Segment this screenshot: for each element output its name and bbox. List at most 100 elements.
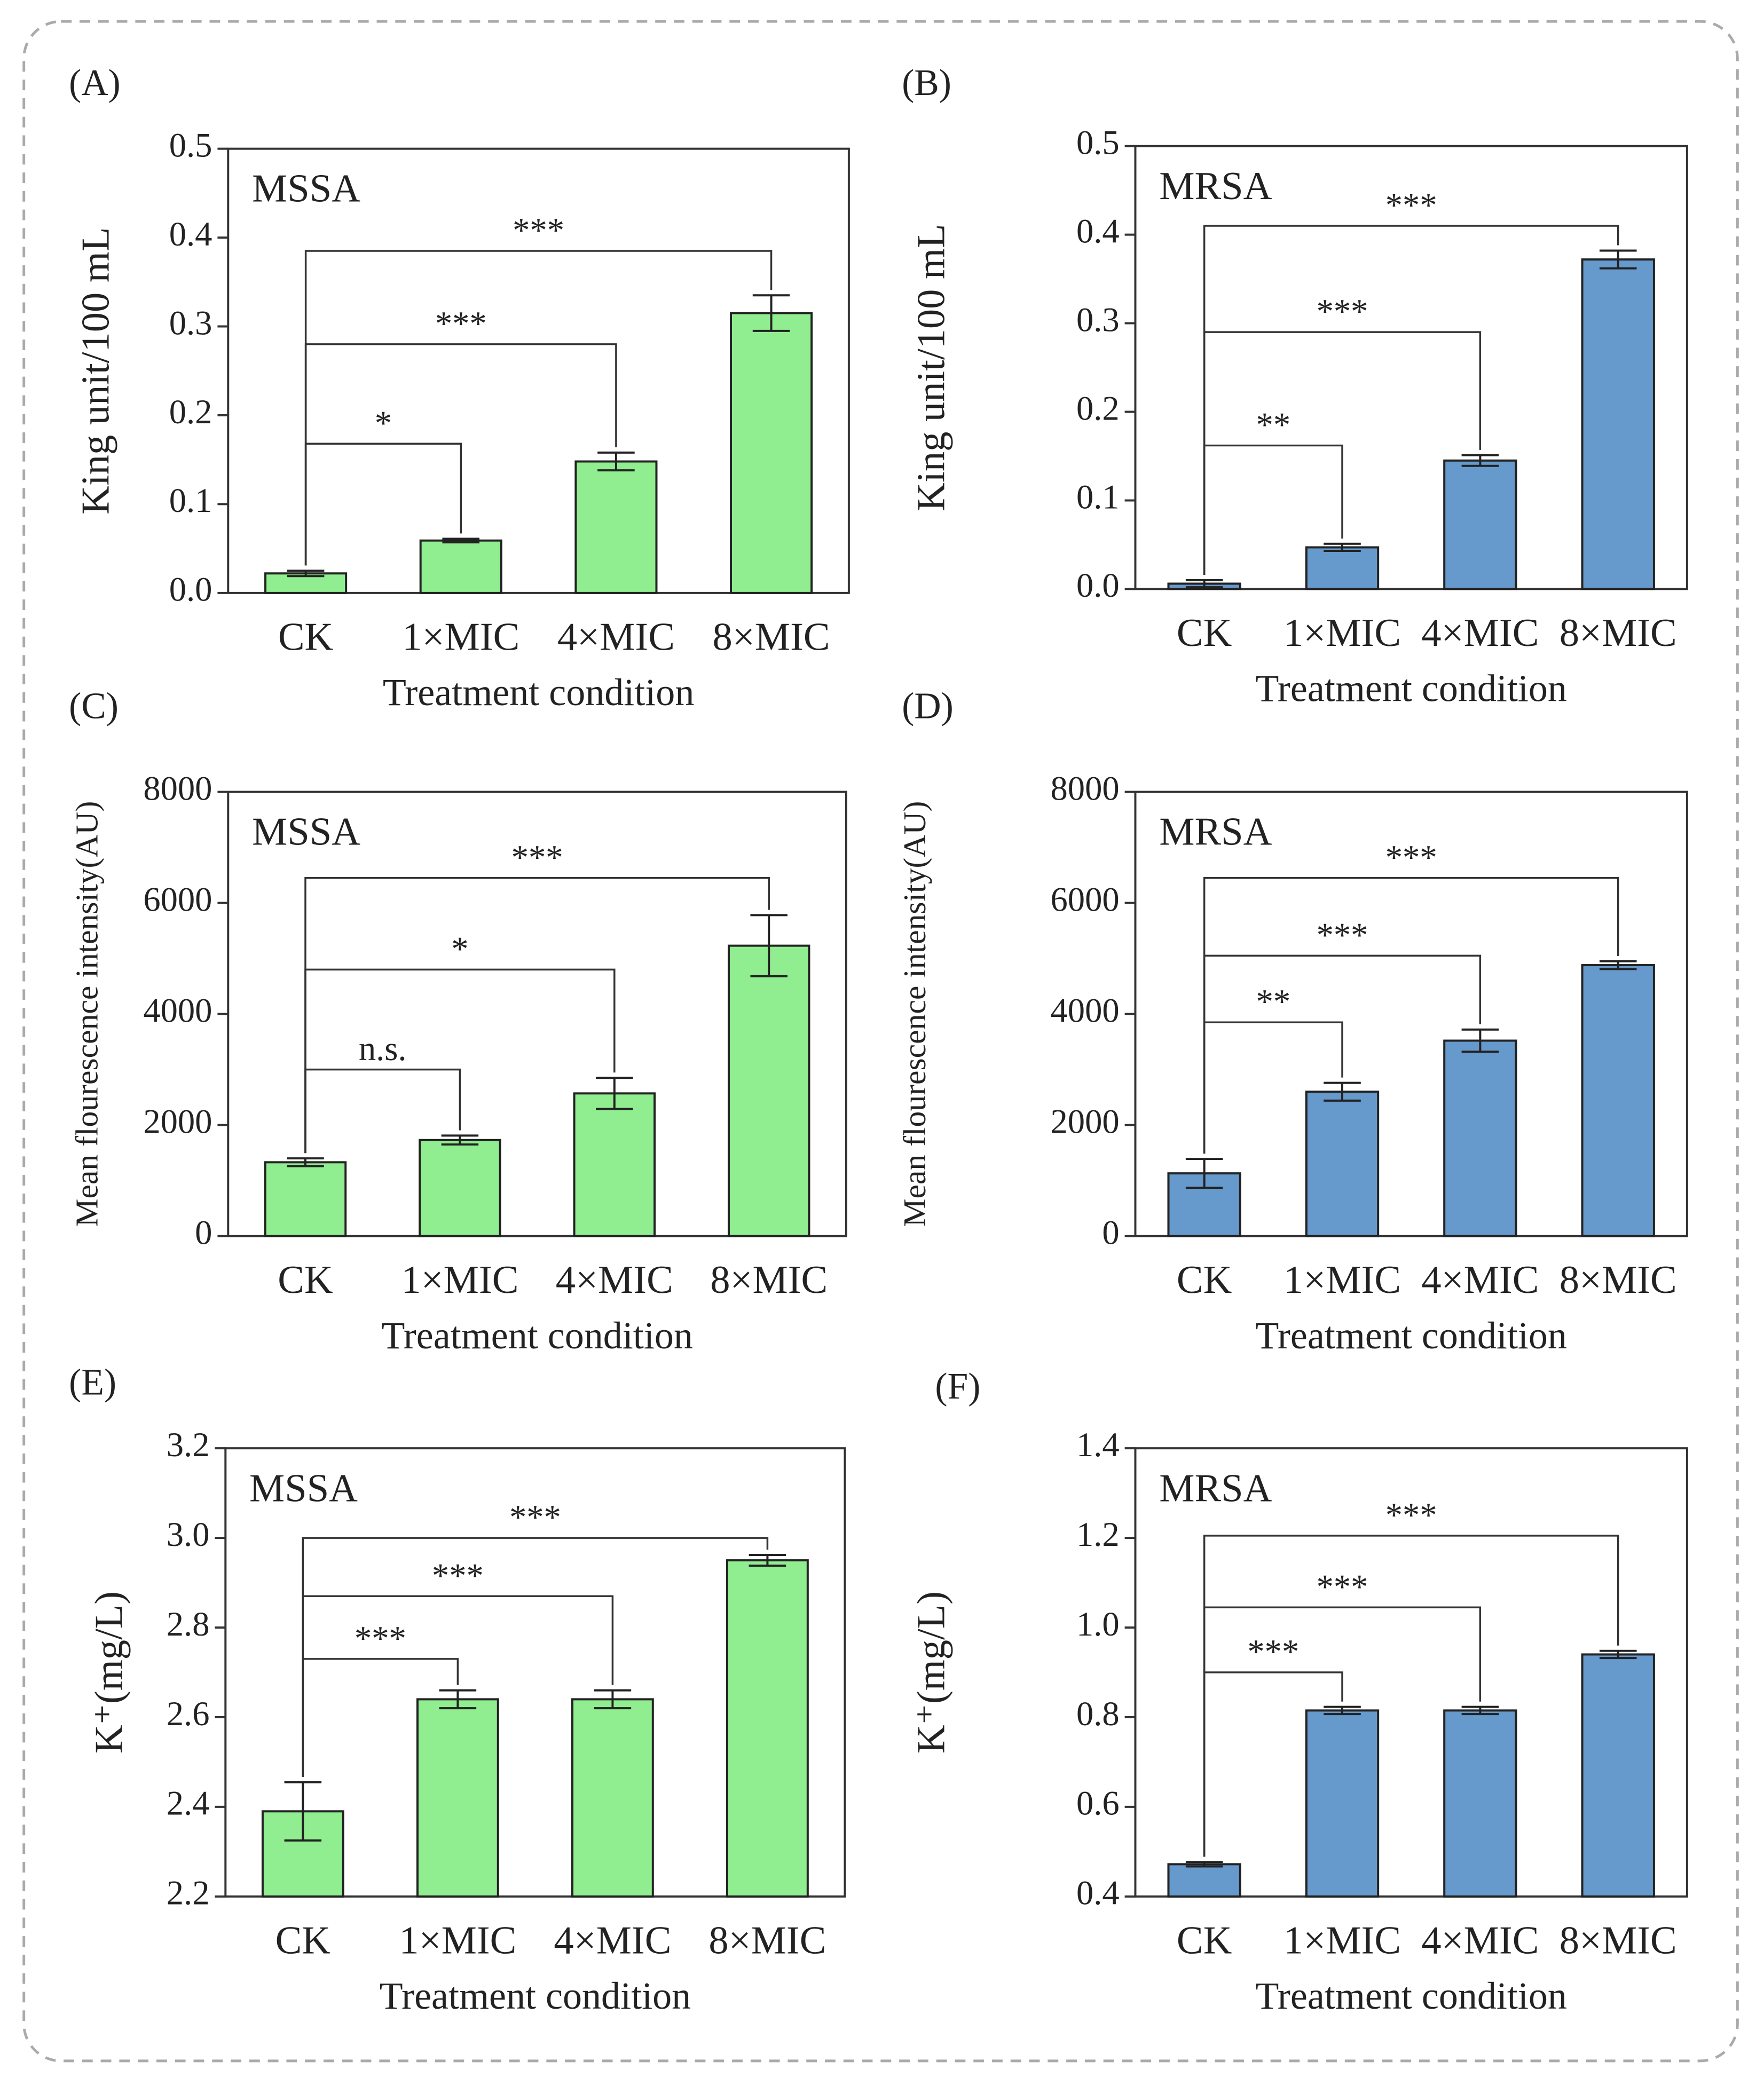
y-tick-label: 0.8 (1076, 1694, 1120, 1733)
significance-label: n.s. (359, 1029, 407, 1068)
significance-label: *** (513, 211, 564, 249)
bar (264, 1161, 347, 1237)
y-tick-label: 8000 (143, 769, 212, 807)
y-tick-label: 0.1 (1076, 477, 1120, 516)
x-axis-label: Treatment condition (383, 671, 695, 714)
y-tick-label: 0.2 (169, 392, 212, 431)
x-tick-label: CK (1177, 611, 1232, 655)
significance-bracket (1203, 1535, 1619, 1857)
significance-label: ** (1256, 982, 1291, 1021)
x-tick-label: 4×MIC (1421, 1258, 1539, 1302)
x-tick-label: CK (278, 1258, 333, 1302)
bar (726, 1559, 809, 1898)
panel-label: (F) (935, 1366, 980, 1407)
bar (1581, 258, 1655, 590)
x-tick-label: CK (1177, 1258, 1232, 1302)
significance-label: *** (509, 1498, 561, 1536)
annotation: MRSA (1159, 810, 1272, 854)
significance-label: *** (1317, 1567, 1368, 1606)
plot-frame (224, 1447, 846, 1898)
y-tick-label: 2000 (1051, 1102, 1120, 1140)
panel-label: (C) (69, 685, 119, 726)
x-tick-label: 4×MIC (1421, 1918, 1539, 1962)
x-tick-label: 4×MIC (1421, 611, 1539, 655)
x-tick-label: 1×MIC (1283, 1258, 1401, 1302)
significance-bracket (302, 1537, 769, 1777)
x-tick-label: 1×MIC (402, 615, 519, 659)
panel-label: (B) (902, 62, 951, 104)
annotation: MRSA (1159, 1466, 1272, 1510)
significance-label: *** (435, 304, 487, 342)
y-tick-label: 2.2 (167, 1874, 210, 1912)
y-tick-label: 4000 (1051, 991, 1120, 1029)
panel-label: (A) (69, 62, 121, 104)
y-tick-label: 4000 (143, 991, 212, 1029)
x-axis-label: Treatment condition (381, 1314, 693, 1357)
bar (1305, 1709, 1380, 1898)
significance-label: *** (511, 838, 563, 876)
x-tick-label: 1×MIC (399, 1918, 516, 1962)
plot-frame (1134, 1447, 1688, 1898)
annotation: MSSA (249, 1466, 358, 1510)
y-tick-label: 0.5 (169, 125, 212, 164)
y-tick-label: 2.4 (167, 1784, 210, 1822)
y-tick-label: 1.4 (1076, 1425, 1120, 1464)
x-tick-label: 8×MIC (1560, 611, 1677, 655)
significance-label: *** (432, 1556, 484, 1594)
significance-bracket (1203, 876, 1619, 1154)
y-tick-label: 2000 (143, 1102, 212, 1140)
x-tick-label: 8×MIC (710, 1258, 828, 1302)
y-axis-label: Mean flourescence intensity(AU) (69, 801, 105, 1227)
bar (727, 944, 810, 1237)
significance-label: *** (1317, 292, 1368, 330)
bar (1443, 1709, 1517, 1898)
significance-bracket (1203, 225, 1619, 575)
significance-label: *** (1385, 1495, 1437, 1534)
significance-label: ** (1256, 405, 1291, 444)
bar (419, 1139, 501, 1237)
y-axis-label: King unit/100 mL (74, 227, 117, 515)
x-axis-label: Treatment condition (1255, 1314, 1567, 1357)
significance-label: *** (1317, 915, 1368, 954)
y-tick-label: 0.0 (169, 570, 212, 609)
x-tick-label: 8×MIC (708, 1918, 826, 1962)
y-tick-label: 8000 (1051, 769, 1120, 807)
significance-label: *** (1385, 838, 1437, 876)
significance-label: *** (1247, 1632, 1299, 1671)
bar (1167, 1863, 1241, 1898)
y-tick-label: 6000 (1051, 880, 1120, 918)
y-axis-label: K⁺(mg/L) (909, 1591, 953, 1754)
y-tick-label: 1.2 (1076, 1515, 1120, 1553)
x-tick-label: CK (278, 615, 334, 659)
bar (1305, 546, 1380, 590)
x-tick-label: 8×MIC (1560, 1918, 1677, 1962)
y-tick-label: 0.0 (1076, 566, 1120, 604)
y-tick-label: 0.3 (169, 303, 212, 342)
plot-frame (227, 147, 850, 594)
x-tick-label: 4×MIC (554, 1918, 671, 1962)
y-tick-label: 0 (195, 1213, 212, 1252)
bar (571, 1698, 654, 1898)
bar (573, 1092, 656, 1237)
bar (419, 539, 502, 594)
y-tick-label: 0.3 (1076, 300, 1120, 338)
x-tick-label: 1×MIC (1283, 1918, 1401, 1962)
y-tick-label: 0.5 (1076, 123, 1120, 162)
y-tick-label: 3.0 (167, 1515, 210, 1553)
annotation: MSSA (252, 167, 360, 211)
x-tick-label: 1×MIC (1283, 611, 1401, 655)
significance-bracket (304, 250, 773, 566)
panel-label: (E) (69, 1362, 116, 1403)
bar (1443, 459, 1517, 590)
x-tick-label: CK (275, 1918, 331, 1962)
y-tick-label: 0.4 (1076, 1874, 1120, 1912)
annotation: MSSA (252, 810, 360, 854)
x-axis-label: Treatment condition (380, 1975, 691, 2017)
annotation: MRSA (1159, 164, 1272, 208)
significance-label: *** (355, 1618, 406, 1657)
y-tick-label: 0 (1102, 1213, 1119, 1252)
x-tick-label: CK (1177, 1918, 1232, 1962)
y-tick-label: 6000 (143, 880, 212, 918)
significance-bracket (304, 876, 770, 1154)
